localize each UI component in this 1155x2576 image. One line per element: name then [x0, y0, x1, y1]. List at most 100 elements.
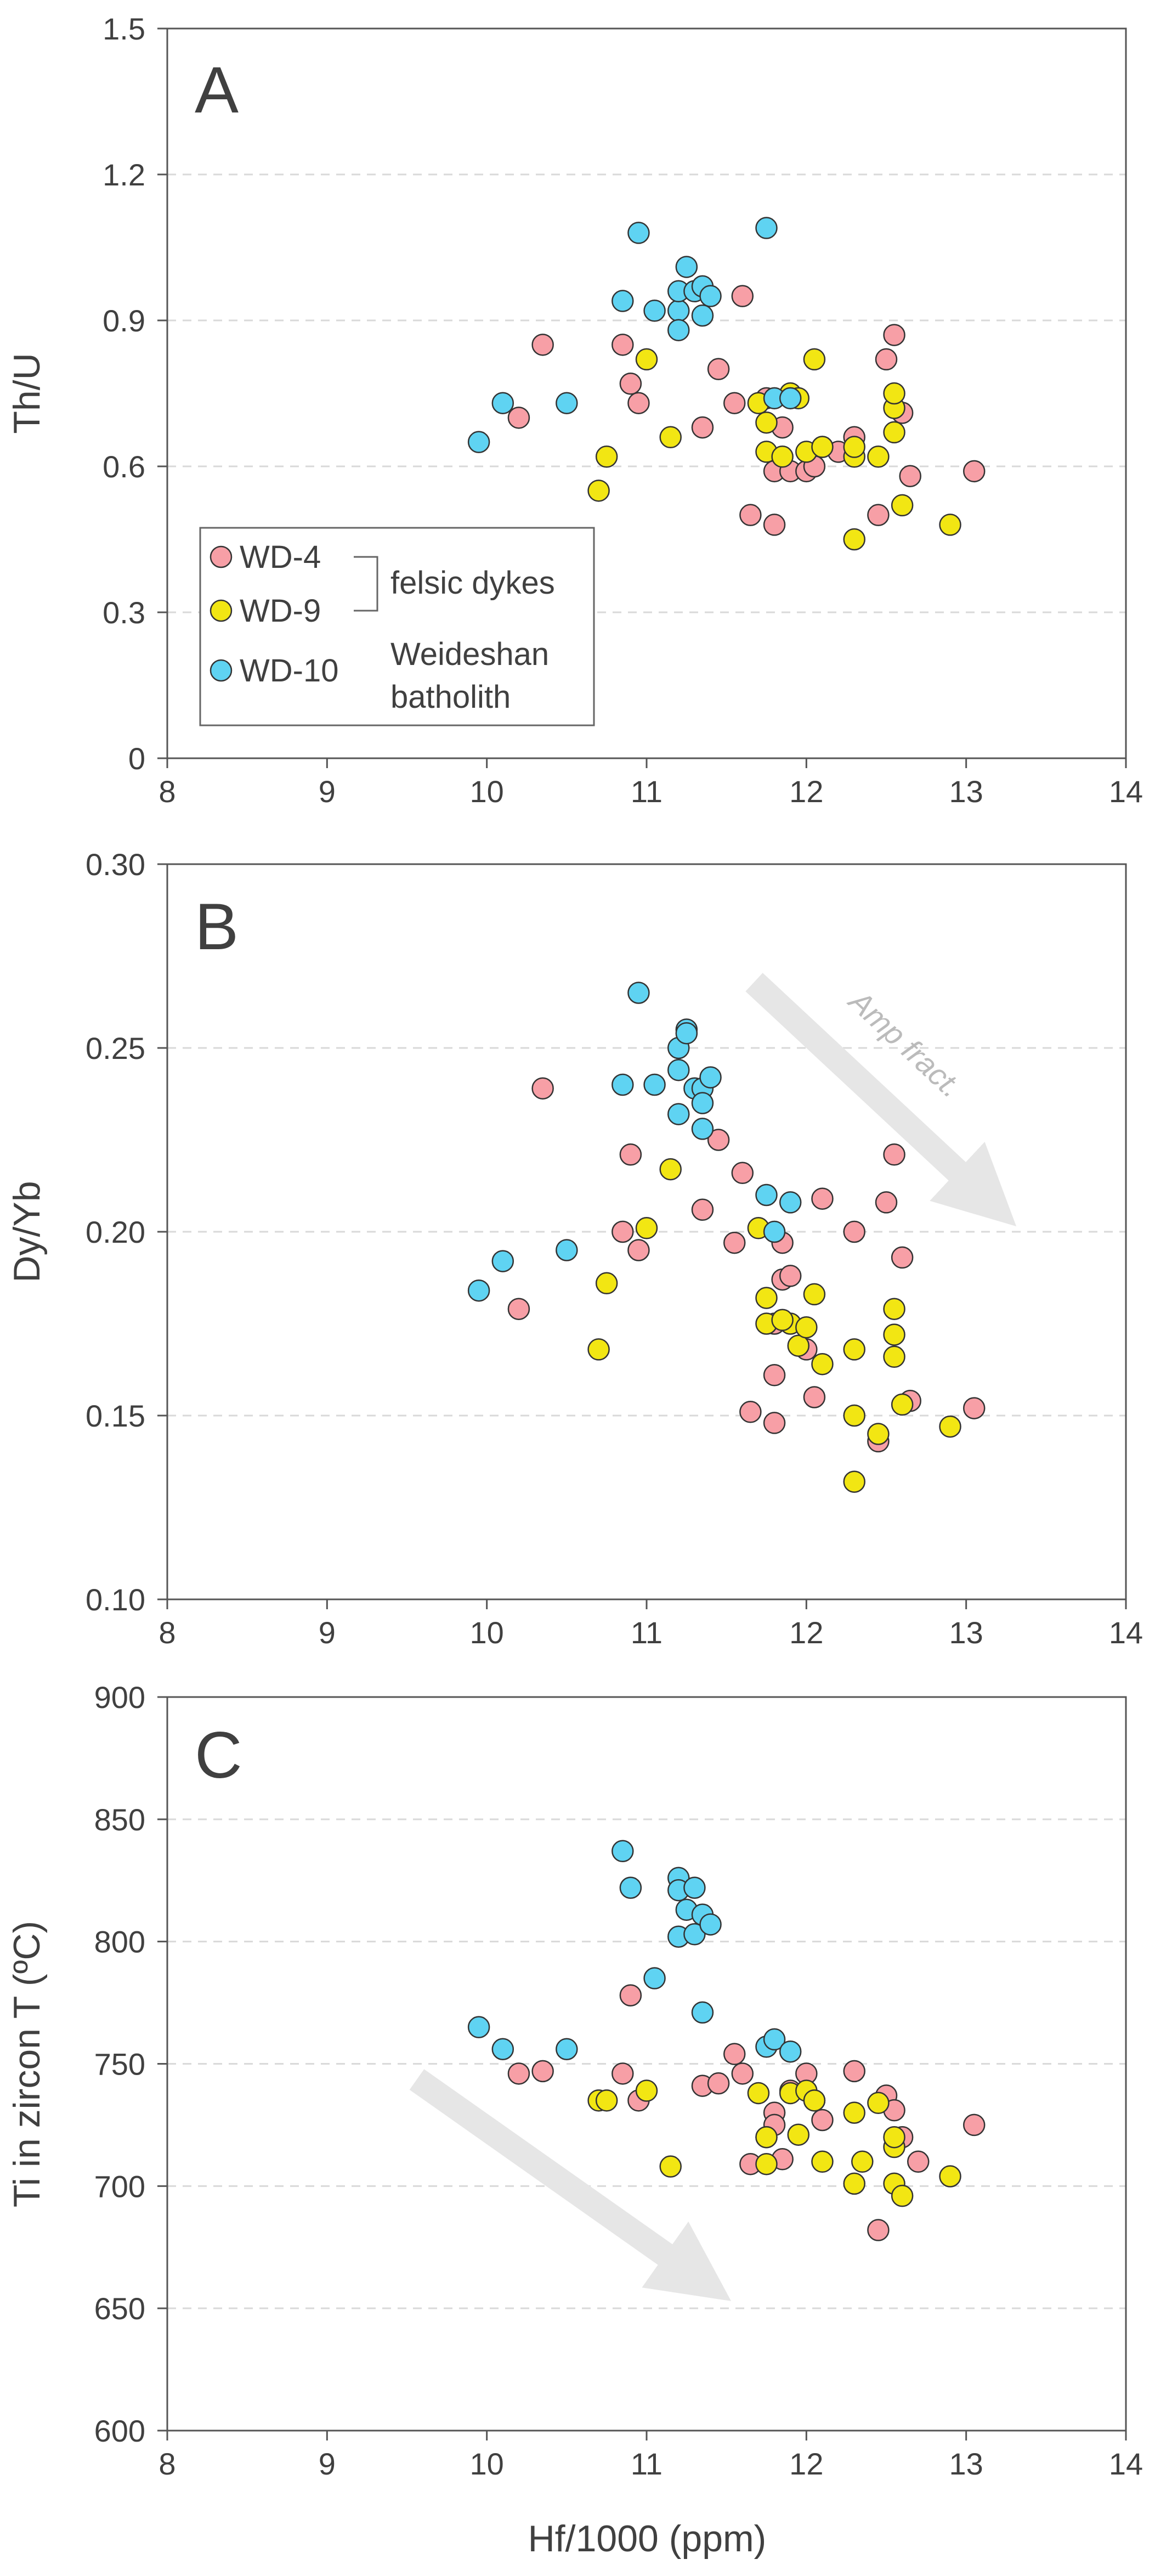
panel-b-point-wd4 [531, 1077, 554, 1100]
panel-a-point-wd10 [699, 285, 722, 307]
panel-c-point-wd9 [595, 2089, 618, 2112]
legend-label-wd9: WD-9 [240, 593, 321, 629]
panel-c-x-tick-label: 13 [949, 2447, 983, 2481]
panel-b-point-wd9 [587, 1338, 610, 1361]
panel-c-x-tick-label: 8 [158, 2447, 175, 2481]
amp-fract-arrow [745, 973, 1017, 1227]
panel-b-point-wd4 [612, 1220, 634, 1243]
panel-c-point-wd9 [755, 2152, 778, 2175]
panel-a-point-wd4 [691, 416, 714, 439]
panel-b-point-wd9 [795, 1316, 818, 1339]
panel-b-y-tick-label: 0.30 [86, 847, 145, 882]
panel-b-point-wd9 [867, 1423, 890, 1445]
panel-c-point-wd4 [507, 2062, 530, 2085]
legend-label-wd10: WD-10 [240, 653, 338, 689]
panel-a-point-wd10 [491, 392, 514, 414]
panel-b-point-wd4 [811, 1187, 834, 1210]
panel-a-point-wd9 [867, 446, 890, 468]
panel-a-x-tick-label: 11 [631, 774, 663, 809]
panel-b-point-wd4 [843, 1220, 865, 1243]
panel-b-point-wd9 [787, 1334, 810, 1357]
panel-c-point-wd9 [843, 2101, 865, 2124]
panel-a-point-wd10 [667, 319, 690, 341]
panel-b-point-wd9 [811, 1352, 834, 1376]
panel-a-ticks [157, 27, 1127, 768]
panel-c-y-tick-label: 900 [94, 1680, 145, 1715]
panel-b-point-wd9 [843, 1470, 865, 1493]
panel-a-letter: A [195, 53, 239, 127]
panel-c-point-wd10 [691, 2001, 714, 2024]
panel-c-point-wd9 [891, 2184, 914, 2207]
panel-a-point-wd4 [739, 504, 762, 526]
panel-a-point-wd4 [619, 373, 642, 395]
panel-a-y-axis-title: Th/U [6, 353, 48, 433]
panel-c-point-wd9 [787, 2123, 810, 2146]
panel-a-x-tick-label: 14 [1109, 774, 1143, 809]
panel-a-point-wd9 [659, 426, 682, 449]
panel-a-points [467, 217, 986, 551]
panel-a-point-wd10 [691, 304, 714, 327]
panel-b-point-wd4 [723, 1231, 746, 1254]
panel-a-point-wd9 [755, 411, 778, 434]
panel-c-ticks [157, 1696, 1127, 2440]
panel-c-x-tick-label: 14 [1109, 2447, 1143, 2481]
panel-c-point-wd9 [803, 2089, 826, 2112]
panel-b-point-wd4 [763, 1412, 786, 1434]
panel-b-point-wd10 [779, 1191, 802, 1214]
panel-c-point-wd10 [467, 2016, 490, 2038]
panel-c-point-wd9 [635, 2079, 658, 2102]
panel-a-y-tick-labels: 0 0.3 0.6 0.9 1.2 1.5 [103, 12, 145, 776]
panel-a-point-wd4 [627, 392, 650, 414]
temperature-trend-arrow [409, 2069, 732, 2301]
panel-a-point-wd10 [556, 392, 578, 414]
panel-b-x-tick-label: 10 [470, 1615, 504, 1650]
legend-marker-wd10 [210, 659, 233, 682]
panel-b-point-wd4 [883, 1143, 905, 1166]
panel-c-point-wd10 [683, 1876, 706, 1899]
panel-c-x-tick-label: 10 [470, 2447, 504, 2481]
panel-a-point-wd9 [595, 446, 618, 468]
panel-a-point-wd4 [531, 334, 554, 356]
panel-a-point-wd9 [771, 446, 794, 468]
panel-c-y-tick-label: 750 [94, 2047, 145, 2082]
panel-a-point-wd4 [883, 324, 905, 346]
panel-b-x-tick-label: 11 [631, 1615, 663, 1650]
panel-b-point-wd9 [595, 1272, 618, 1295]
panel-a-point-wd4 [875, 348, 898, 371]
panel-b-point-wd9 [755, 1287, 778, 1309]
panel-b-points [467, 982, 986, 1493]
panel-a-x-tick-label: 13 [949, 774, 983, 809]
panel-a-y-tick-label: 0.9 [103, 303, 145, 338]
panel-a-point-wd4 [899, 465, 921, 487]
panel-b-ticks [157, 863, 1127, 1609]
panel-b-letter: B [195, 890, 239, 963]
panel-b-point-wd9 [843, 1404, 865, 1427]
panel-b-x-tick-label: 8 [158, 1615, 175, 1650]
panel-b-point-wd9 [659, 1158, 682, 1181]
panel-b-point-wd4 [962, 1397, 986, 1419]
panel-c-point-wd9 [659, 2155, 682, 2178]
panel-c-point-wd4 [843, 2060, 865, 2083]
panel-b-point-wd4 [619, 1143, 642, 1166]
panel-b-point-wd4 [739, 1401, 762, 1423]
panel-a-point-wd10 [779, 387, 802, 410]
panel-c-y-tick-label: 700 [94, 2169, 145, 2203]
panel-b-point-wd4 [707, 1129, 730, 1151]
panel-c-point-wd9 [867, 2092, 890, 2115]
panel-c-points [467, 1840, 986, 2241]
panel-a-point-wd9 [891, 494, 914, 517]
panel-a-point-wd10 [467, 431, 490, 453]
panel-a-point-wd9 [843, 528, 865, 551]
panel-b-point-wd10 [691, 1092, 714, 1114]
panel-c-point-wd10 [491, 2038, 514, 2061]
panel-b-point-wd4 [507, 1298, 530, 1320]
panel-b-point-wd9 [635, 1217, 658, 1239]
panel-a-y-tick-label: 0.6 [103, 449, 145, 484]
panel-a-point-wd10 [675, 256, 698, 278]
panel-b-point-wd9 [843, 1338, 865, 1361]
panel-a-point-wd9 [811, 436, 834, 458]
panel-c-point-wd9 [755, 2126, 778, 2149]
panel-a-x-tick-labels: 8 9 10 11 12 13 14 [158, 774, 1143, 809]
panel-c-y-axis-title: Ti in zircon T (ºC) [6, 1921, 48, 2207]
panel-b-point-wd4 [779, 1265, 802, 1287]
